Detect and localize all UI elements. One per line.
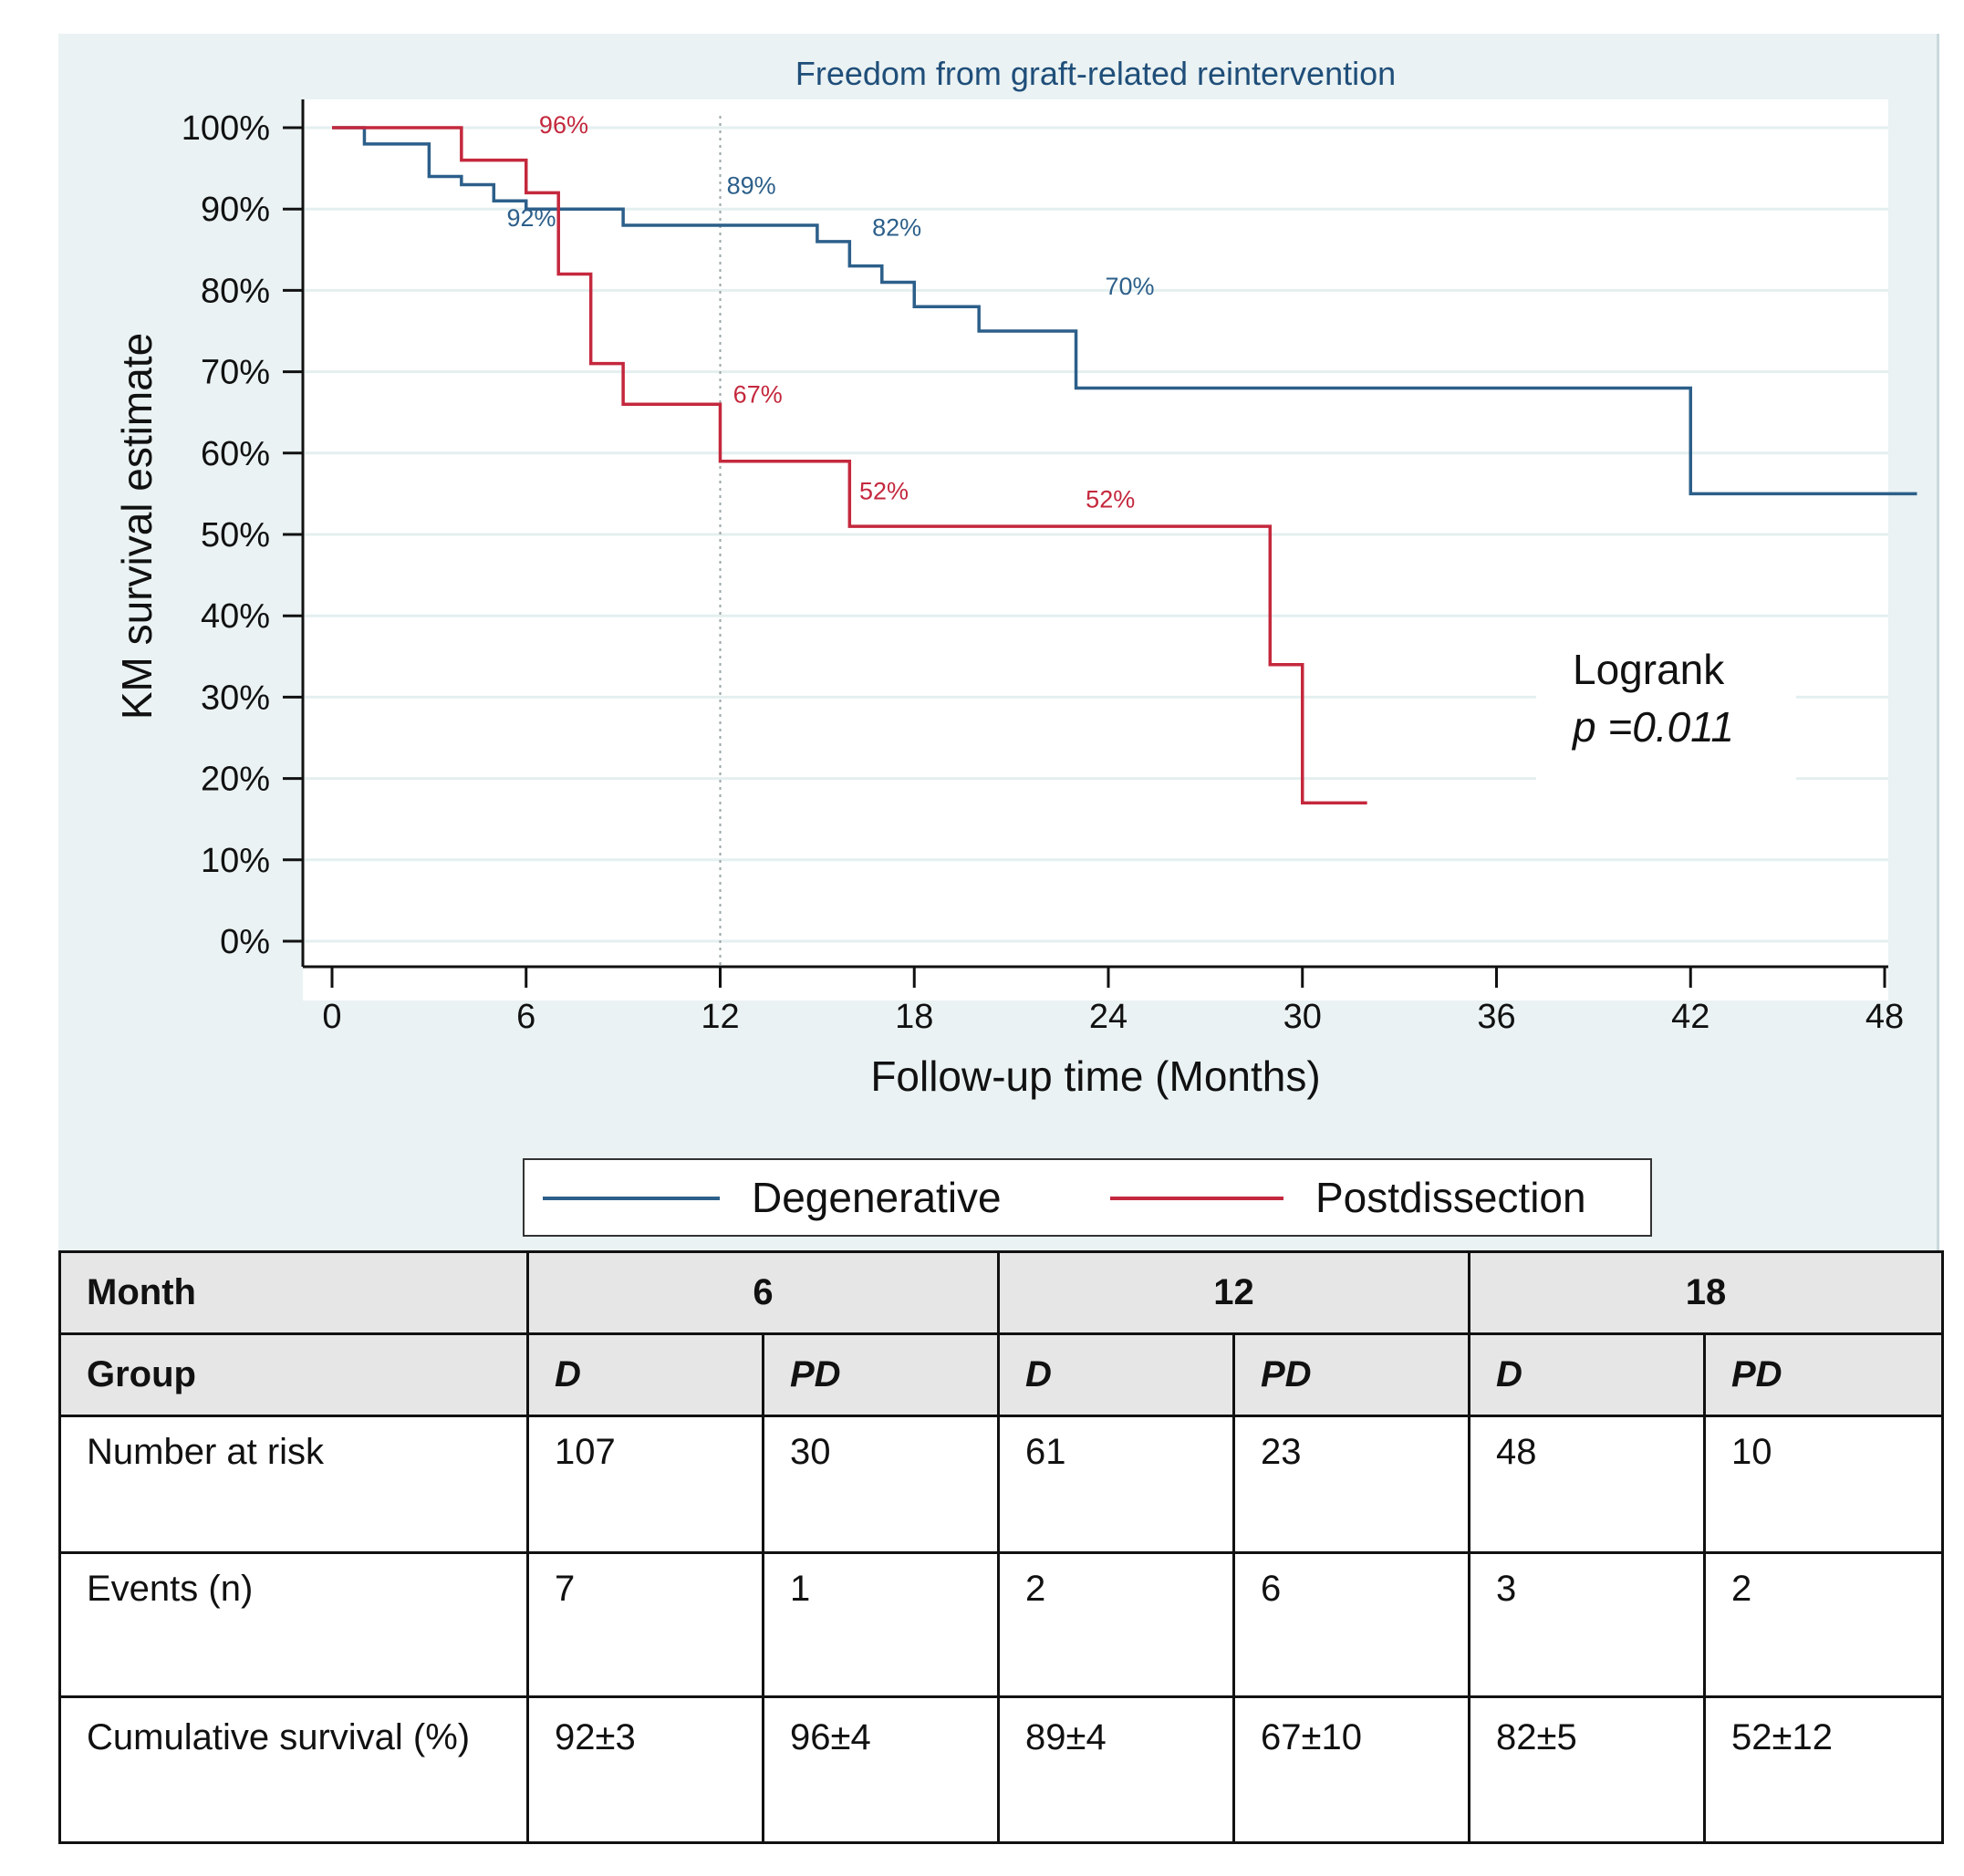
table-cell: 89±4	[997, 1695, 1235, 1844]
y-tick-label: 100%	[182, 109, 270, 148]
survival-annotation: 52%	[1086, 486, 1135, 513]
table-group-row: Group D PD D PD D PD	[58, 1332, 1944, 1417]
series-line-postdissection	[332, 126, 1367, 805]
header-month-label: Month	[58, 1250, 529, 1335]
table-row-events: Events (n) 7 1 2 6 3 2	[58, 1551, 1944, 1698]
y-tick-label: 10%	[201, 842, 270, 880]
annotation-layer: 96% 92% 89% 82% 70% 67% 52% 52%	[506, 111, 1154, 513]
survival-annotation: 67%	[733, 380, 783, 408]
survival-annotation: 89%	[727, 171, 776, 199]
y-tick-label: 40%	[201, 597, 270, 636]
survival-annotation: 82%	[872, 214, 921, 242]
survival-annotation: 92%	[506, 204, 556, 232]
gridlines	[305, 126, 1888, 943]
x-tick-label: 0	[322, 998, 341, 1036]
table-cell: 10	[1703, 1415, 1944, 1554]
legend-label-postdissection: Postdissection	[1315, 1174, 1586, 1221]
table-cell: 2	[997, 1551, 1235, 1698]
x-tick-label: 36	[1477, 998, 1515, 1036]
x-tick-label: 6	[516, 998, 535, 1036]
survival-annotation: 52%	[859, 478, 909, 505]
x-tick-label: 30	[1283, 998, 1322, 1036]
logrank-box	[1536, 631, 1796, 795]
group-cell: PD	[762, 1332, 1000, 1417]
table-header-row: Month 6 12 18	[58, 1250, 1944, 1335]
table-cell: 92±3	[526, 1695, 764, 1844]
legend-label-degenerative: Degenerative	[752, 1174, 1002, 1221]
risk-table: Month 6 12 18 Group D PD D PD D PD Numbe…	[58, 1250, 1944, 1844]
series-layer	[332, 126, 1917, 805]
y-tick-label: 90%	[201, 191, 270, 229]
y-axis-title: KM survival estimate	[113, 333, 161, 720]
y-axis-ticks: 0% 10% 20% 30% 40% 50% 60% 70% 80% 90% 100%	[182, 109, 303, 961]
y-tick-label: 60%	[201, 435, 270, 473]
y-tick-label: 80%	[201, 272, 270, 310]
x-tick-label: 42	[1671, 998, 1709, 1036]
table-cell: 48	[1468, 1415, 1706, 1554]
x-tick-label: 18	[895, 998, 933, 1036]
survival-annotation: 96%	[539, 111, 588, 139]
y-tick-label: 20%	[201, 761, 270, 799]
y-tick-label: 50%	[201, 516, 270, 555]
row-label: Cumulative survival (%)	[58, 1695, 529, 1844]
logrank-p-value: p =0.011	[1571, 703, 1734, 751]
header-month-12: 12	[997, 1250, 1470, 1335]
table-cell: 2	[1703, 1551, 1944, 1698]
y-tick-label: 0%	[220, 923, 270, 961]
table-row-cumulative-survival: Cumulative survival (%) 92±3 96±4 89±4 6…	[58, 1695, 1944, 1844]
series-line-degenerative	[332, 126, 1917, 496]
table-cell: 96±4	[762, 1695, 1000, 1844]
chart-title: Freedom from graft-related reinterventio…	[795, 55, 1396, 92]
y-tick-label: 30%	[201, 679, 270, 717]
table-cell: 6	[1232, 1551, 1470, 1698]
x-tick-label: 12	[701, 998, 739, 1036]
x-tick-label: 48	[1865, 998, 1904, 1036]
table-cell: 107	[526, 1415, 764, 1554]
table-cell: 61	[997, 1415, 1235, 1554]
table-cell: 1	[762, 1551, 1000, 1698]
table-cell: 7	[526, 1551, 764, 1698]
x-axis-title: Follow-up time (Months)	[870, 1052, 1320, 1100]
survival-annotation: 70%	[1105, 273, 1154, 300]
group-cell: PD	[1703, 1332, 1944, 1417]
group-cell: PD	[1232, 1332, 1470, 1417]
group-cell: D	[997, 1332, 1235, 1417]
y-tick-label: 70%	[201, 354, 270, 392]
chart-panel: 96% 92% 89% 82% 70% 67% 52% 52% 0% 10% 20% 30% 40% 5…	[58, 34, 1939, 1250]
table-cell: 30	[762, 1415, 1000, 1554]
header-month-6: 6	[526, 1250, 1000, 1335]
table-cell: 3	[1468, 1551, 1706, 1698]
row-label: Number at risk	[58, 1415, 529, 1554]
table-cell: 52±12	[1703, 1695, 1944, 1844]
x-tick-label: 24	[1089, 998, 1127, 1036]
table-cell: 82±5	[1468, 1695, 1706, 1844]
group-cell: D	[1468, 1332, 1706, 1417]
header-month-18: 18	[1468, 1250, 1944, 1335]
group-cell: D	[526, 1332, 764, 1417]
table-cell: 23	[1232, 1415, 1470, 1554]
table-row-number-at-risk: Number at risk 107 30 61 23 48 10	[58, 1415, 1944, 1554]
x-axis-ticks: 0 6 12 18 24 30 36 42 48	[322, 967, 1904, 1036]
group-label: Group	[58, 1332, 529, 1417]
row-label: Events (n)	[58, 1551, 529, 1698]
km-chart: 96% 92% 89% 82% 70% 67% 52% 52% 0% 10% 20% 30% 40% 5…	[113, 55, 1917, 1237]
logrank-title: Logrank	[1573, 646, 1725, 693]
legend: Degenerative Postdissection	[523, 1158, 1652, 1237]
table-cell: 67±10	[1232, 1695, 1470, 1844]
plot-area	[303, 99, 1888, 1000]
